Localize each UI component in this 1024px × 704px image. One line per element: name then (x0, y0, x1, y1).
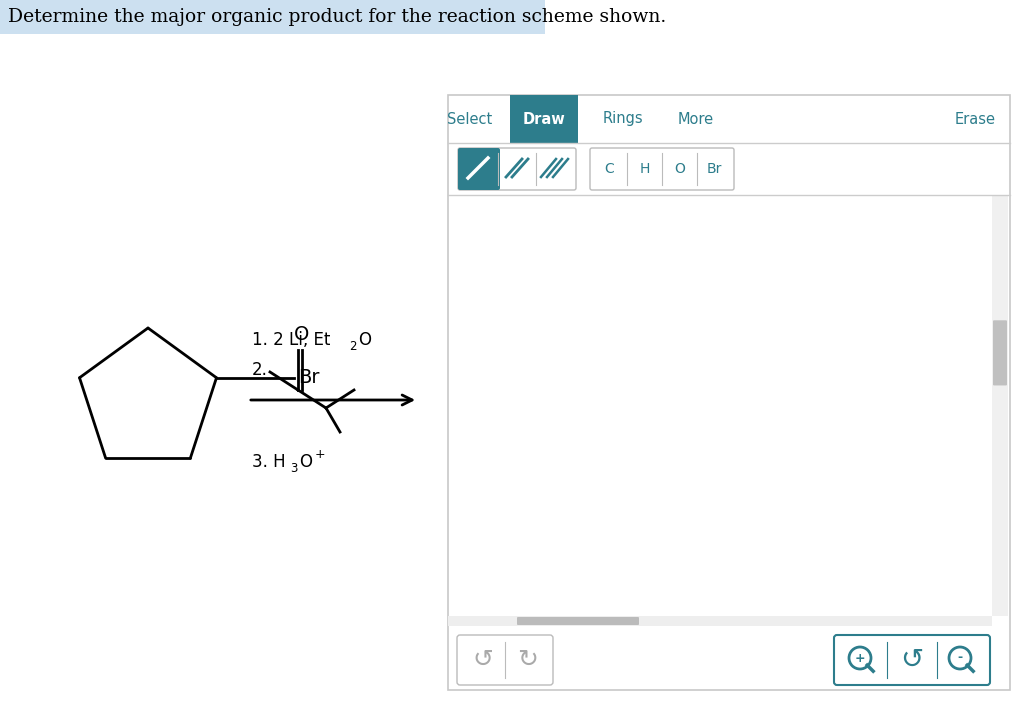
Text: +: + (315, 448, 326, 462)
FancyBboxPatch shape (458, 148, 500, 190)
Text: ↻: ↻ (517, 648, 538, 672)
FancyBboxPatch shape (834, 635, 990, 685)
Text: 2: 2 (349, 339, 356, 353)
Text: H: H (639, 162, 649, 176)
Text: ↺: ↺ (900, 646, 924, 674)
Text: O: O (294, 325, 309, 344)
FancyBboxPatch shape (590, 148, 734, 190)
Text: Br: Br (707, 162, 722, 176)
FancyBboxPatch shape (449, 616, 992, 626)
Text: ↺: ↺ (472, 648, 493, 672)
FancyBboxPatch shape (510, 95, 578, 143)
Text: Erase: Erase (954, 111, 995, 127)
Text: C: C (604, 162, 614, 176)
FancyBboxPatch shape (517, 617, 639, 625)
FancyBboxPatch shape (457, 635, 553, 685)
FancyBboxPatch shape (992, 195, 1008, 616)
Text: 1. 2 Li, Et: 1. 2 Li, Et (252, 331, 331, 349)
Text: -: - (957, 651, 963, 665)
Text: Determine the major organic product for the reaction scheme shown.: Determine the major organic product for … (8, 8, 667, 26)
Text: O: O (299, 453, 312, 471)
Text: O: O (674, 162, 685, 176)
Text: O: O (358, 331, 371, 349)
Text: Select: Select (447, 111, 493, 127)
Text: Rings: Rings (603, 111, 643, 127)
Text: Draw: Draw (522, 111, 565, 127)
FancyBboxPatch shape (458, 148, 575, 190)
FancyBboxPatch shape (449, 95, 1010, 690)
Text: 3. H: 3. H (252, 453, 286, 471)
Text: +: + (855, 651, 865, 665)
FancyBboxPatch shape (993, 320, 1007, 386)
Text: More: More (678, 111, 714, 127)
Text: 3: 3 (290, 462, 297, 474)
FancyBboxPatch shape (0, 0, 545, 34)
Text: 2.: 2. (252, 361, 268, 379)
Text: Br: Br (298, 368, 319, 387)
